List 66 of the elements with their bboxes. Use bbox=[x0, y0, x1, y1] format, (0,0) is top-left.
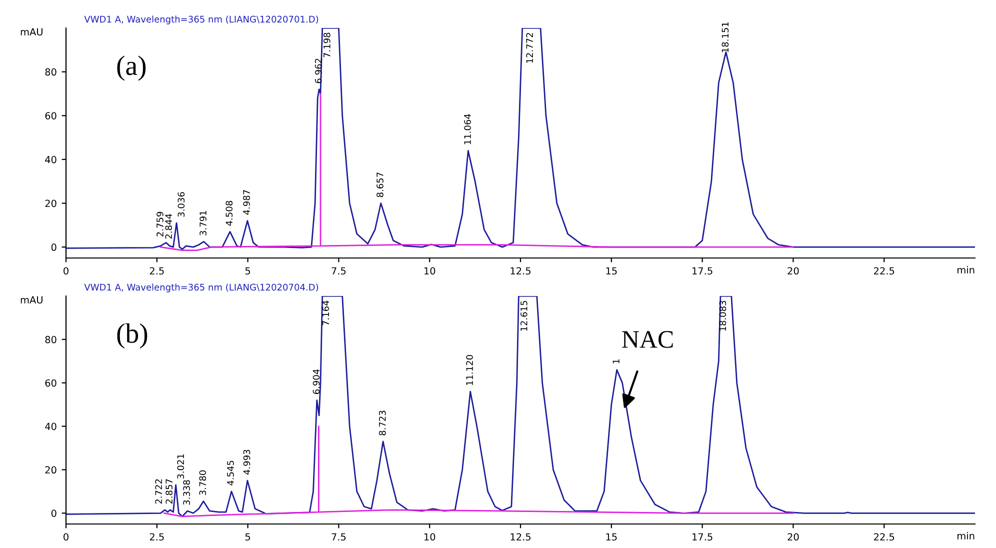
y-tick-label: 40 bbox=[45, 156, 56, 164]
annotation: 4.545 bbox=[227, 460, 234, 486]
annotation: NAC bbox=[622, 331, 673, 348]
y-tick-label: 0 bbox=[51, 244, 56, 251]
y-tick-label: 60 bbox=[45, 379, 56, 387]
x-tick-label: 22.5 bbox=[874, 267, 894, 275]
annotation: 1 bbox=[612, 359, 620, 364]
x-axis-title: min bbox=[958, 532, 974, 540]
annotation: 18.083 bbox=[719, 300, 726, 331]
annotation: 2.857 bbox=[166, 479, 172, 504]
x-tick-label: 22.5 bbox=[874, 533, 894, 541]
x-tick-label: 10 bbox=[424, 267, 436, 275]
annotation: 11.120 bbox=[466, 355, 473, 385]
chart-title: VWD1 A, Wavelength=365 nm (LIANG\12020701.D) bbox=[84, 16, 318, 24]
chart-title: VWD1 A, Wavelength=365 nm (LIANG\12020704.D) bbox=[84, 284, 318, 292]
annotation: 2.844 bbox=[165, 214, 172, 239]
y-tick-label: 20 bbox=[45, 200, 56, 208]
x-tick-label: 7.5 bbox=[332, 267, 346, 275]
annotation: 3.780 bbox=[199, 470, 206, 495]
annotation: 12.615 bbox=[520, 300, 528, 331]
annotation: 3.338 bbox=[183, 480, 190, 505]
y-tick-label: 0 bbox=[51, 510, 56, 517]
annotation: 4.508 bbox=[226, 200, 233, 226]
annotation: 2.759 bbox=[156, 212, 164, 236]
x-tick-label: 20 bbox=[788, 267, 799, 275]
x-tick-label: 15 bbox=[606, 533, 617, 541]
x-tick-label: 7.5 bbox=[332, 533, 346, 541]
annotation: 3.791 bbox=[200, 211, 206, 236]
annotation: 18.151 bbox=[722, 22, 729, 52]
y-tick-label: 80 bbox=[45, 68, 56, 76]
annotation: (a) bbox=[117, 56, 146, 81]
x-tick-label: 17.5 bbox=[692, 533, 712, 541]
x-tick-label: 20 bbox=[788, 533, 799, 541]
line-series bbox=[66, 296, 975, 518]
x-tick-label: 10 bbox=[424, 533, 436, 541]
x-tick-label: 0 bbox=[64, 533, 68, 541]
x-tick-label: 2.5 bbox=[150, 267, 164, 275]
annotation: 4.987 bbox=[243, 190, 250, 215]
annotation: 6.904 bbox=[312, 369, 320, 394]
x-tick-label: 12.5 bbox=[510, 267, 530, 275]
x-tick-label: 2.5 bbox=[150, 533, 164, 541]
x-tick-label: 15 bbox=[606, 267, 617, 275]
annotation: 6.962 bbox=[314, 58, 322, 84]
x-axis-title: min bbox=[958, 266, 974, 274]
x-tick-label: 0 bbox=[64, 267, 68, 275]
x-tick-label: 12.5 bbox=[510, 533, 530, 541]
annotation: 2.722 bbox=[155, 479, 162, 504]
annotation: 3.036 bbox=[178, 192, 185, 217]
annotation: 3.021 bbox=[177, 454, 184, 479]
annotation: 8.657 bbox=[376, 172, 384, 198]
y-tick-label: 60 bbox=[45, 112, 56, 120]
y-axis-title: mAU bbox=[20, 28, 42, 36]
x-tick-label: 5 bbox=[245, 533, 250, 541]
y-tick-label: 40 bbox=[45, 422, 56, 430]
y-axis-title: mAU bbox=[20, 296, 42, 304]
annotation: 8.723 bbox=[378, 410, 386, 436]
annotation: 12.772 bbox=[526, 33, 533, 63]
x-tick-label: 17.5 bbox=[692, 267, 712, 275]
annotation: (b) bbox=[117, 323, 148, 349]
y-tick-label: 20 bbox=[45, 466, 56, 474]
annotation: 7.198 bbox=[324, 32, 330, 58]
annotation: 7.164 bbox=[322, 300, 330, 326]
y-tick-label: 80 bbox=[45, 336, 56, 344]
annotation: 4.993 bbox=[243, 450, 250, 475]
annotation: 11.064 bbox=[464, 114, 471, 144]
x-tick-label: 5 bbox=[245, 267, 250, 275]
